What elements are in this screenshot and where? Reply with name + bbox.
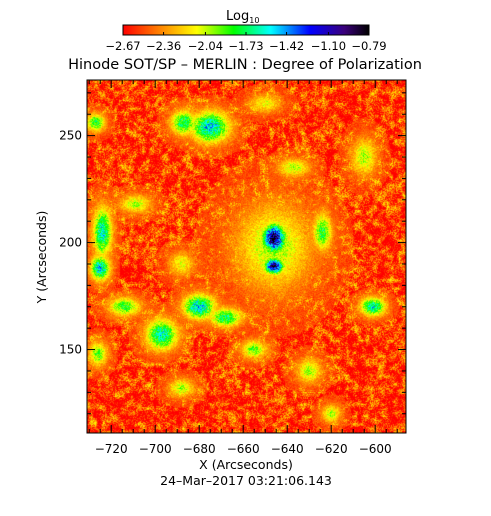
x-tick-label: −640 [271,442,304,456]
colorbar-tick-label: −2.67 [105,39,140,53]
colorbar-label-base: Log [226,9,249,24]
x-axis-label: X (Arcseconds) [199,457,293,472]
colorbar-label-subscript: 10 [249,16,259,25]
colorbar-tick-label: −2.36 [146,39,181,53]
colorbar-ticks: −2.67 −2.36 −2.04 −1.73 −1.42 −1.10 −0.79 [105,32,387,53]
y-axis-label: Y (Arcseconds) [34,211,49,305]
x-tick-label: −660 [227,442,260,456]
colorbar-tick-label: −1.73 [228,39,263,53]
y-tick-label: 150 [59,343,82,357]
colorbar-tick-label: −1.42 [269,39,304,53]
x-tick-label: −600 [359,442,392,456]
colorbar-label: Log10 [226,9,259,25]
colorbar-tick-label: −0.79 [351,39,386,53]
y-tick-label: 200 [59,236,82,250]
x-tick-label: −720 [95,442,128,456]
colorbar-tick-label: −1.10 [311,39,346,53]
y-tick-label: 250 [59,129,82,143]
chart-title: Hinode SOT/SP – MERLIN : Degree of Polar… [68,57,422,73]
heatmap-image [87,80,406,433]
x-axis: −720 −700 −680 −660 −640 −620 −600 [88,80,398,456]
x-tick-label: −680 [183,442,216,456]
footer-timestamp: 24–Mar–2017 03:21:06.143 [160,473,332,488]
x-tick-label: −700 [139,442,172,456]
x-tick-label: −620 [315,442,348,456]
colorbar-tick-label: −2.04 [188,39,223,53]
heatmap-image-container [87,80,406,433]
plot-frame [86,79,407,434]
y-axis: 150 200 250 [59,92,406,415]
